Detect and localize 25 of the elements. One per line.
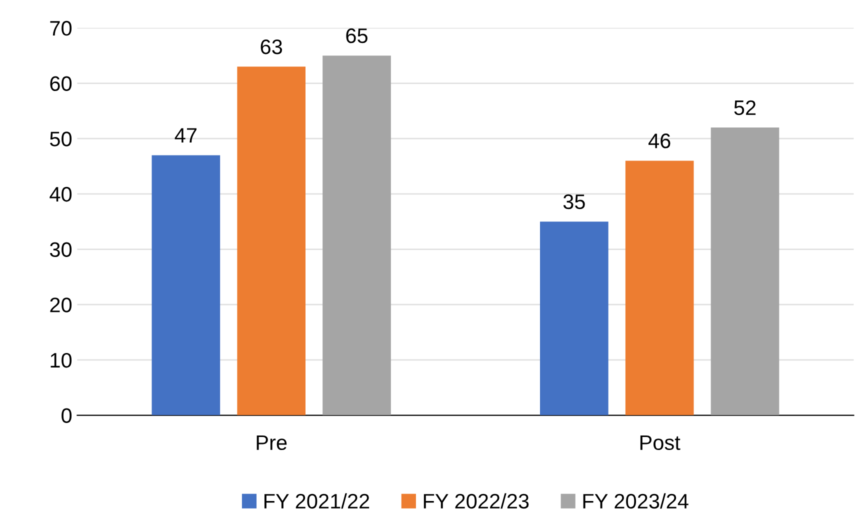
data-label: 46 — [648, 134, 670, 148]
x-tick-label: Post — [640, 435, 680, 450]
y-tick-label: 40 — [50, 186, 72, 202]
bar — [322, 56, 391, 416]
data-label: 65 — [346, 28, 368, 44]
data-label: 47 — [174, 128, 196, 143]
data-label: 35 — [563, 194, 585, 210]
data-label: 63 — [260, 39, 282, 54]
y-tick-label: 60 — [50, 76, 72, 92]
legend-label: FY 2021/22 — [264, 493, 370, 509]
y-tick-label: 20 — [50, 298, 72, 312]
legend-label: FY 2023/24 — [583, 493, 688, 509]
bar — [237, 66, 306, 416]
y-tick-label: 70 — [50, 20, 72, 36]
y-tick-label: 30 — [50, 242, 72, 258]
y-tick-label: 10 — [50, 352, 72, 368]
y-tick-label: 50 — [50, 132, 72, 146]
bar — [152, 155, 220, 416]
legend-label: FY 2022/23 — [424, 493, 529, 509]
bar — [710, 128, 780, 416]
data-label: 52 — [734, 100, 756, 116]
y-tick-label: 0 — [62, 408, 72, 424]
bar — [625, 160, 694, 416]
bar — [540, 222, 608, 416]
x-tick-label: Pre — [256, 435, 287, 450]
